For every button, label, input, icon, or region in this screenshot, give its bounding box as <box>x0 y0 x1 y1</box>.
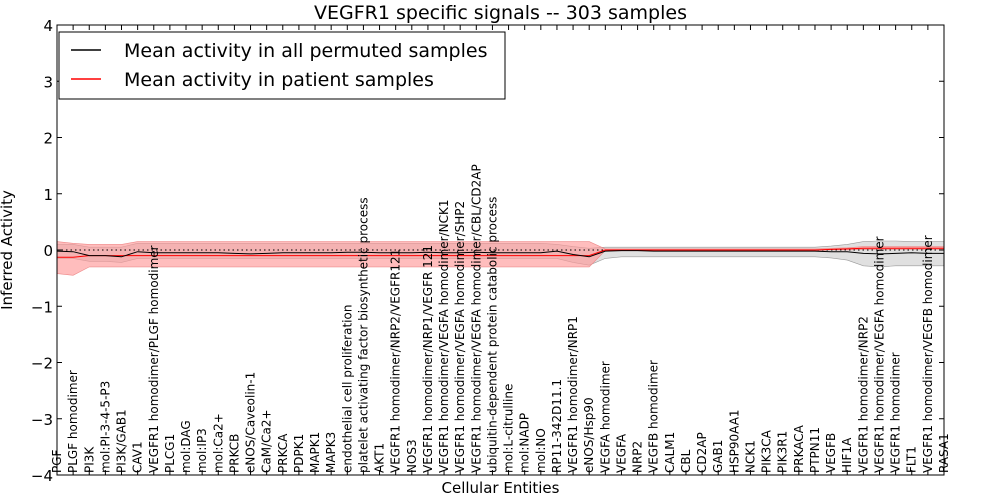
legend-label-patient: Mean activity in patient samples <box>124 69 434 91</box>
y-axis-ticks: 4 3 2 1 0 −1 −2 −3 −4 <box>31 17 944 485</box>
x-tick-label: PI3K/GAB1 <box>115 409 129 473</box>
x-tick-label: VEGFR1 homodimer <box>889 352 903 473</box>
x-tick-label: RP11-342D11.1 <box>550 379 564 473</box>
x-tick-label: mol:NADP <box>518 413 532 473</box>
x-tick-label: CD2AP <box>695 432 709 473</box>
x-tick-label: VEGFR1 homodimer/VEGFA homodimer/SHP2 <box>453 201 467 473</box>
y-tick-label: 2 <box>43 130 53 148</box>
x-tick-label: CaM/Ca2+ <box>260 409 274 473</box>
x-tick-label: VEGFB <box>824 433 838 473</box>
x-tick-label: PLCG1 <box>163 434 177 473</box>
y-tick-label: 1 <box>43 186 53 204</box>
series-lines <box>56 247 944 258</box>
x-tick-label: PTPN11 <box>808 427 822 473</box>
x-tick-label: VEGFA homodimer <box>598 361 612 473</box>
x-tick-label: mol:NO <box>534 428 548 473</box>
x-tick-label: VEGFR1 homodimer/NRP1 <box>566 316 580 473</box>
x-tick-labels: PGF PLGF homodimer PI3K mol:PI-3-4-5-P3 PI3K… <box>50 164 951 473</box>
x-tick-label: NRP2 <box>631 441 645 473</box>
x-tick-label: eNOS/Caveolin-1 <box>244 372 258 473</box>
line-permuted <box>56 250 944 258</box>
y-tick-label: 3 <box>43 73 53 91</box>
x-tick-label: VEGFB homodimer <box>647 360 661 473</box>
x-axis-label: Cellular Entities <box>442 479 560 497</box>
x-tick-label: MAPK1 <box>308 432 322 473</box>
x-tick-label: mol:L-citrulline <box>502 384 516 473</box>
x-tick-label: mol:IP3 <box>195 428 209 473</box>
x-tick-label: PRKCB <box>227 434 241 473</box>
chart-title: VEGFR1 specific signals -- 303 samples <box>314 2 687 24</box>
x-tick-label: PLGF homodimer <box>66 370 80 473</box>
x-tick-label: VEGFR1 homodimer/VEGFA homodimer/NCK1 <box>437 199 451 473</box>
x-tick-label: PIK3R1 <box>776 431 790 473</box>
x-tick-label: PGF <box>50 449 64 473</box>
y-tick-label: 0 <box>43 242 53 260</box>
x-tick-label: eNOS/Hsp90 <box>582 397 596 473</box>
x-tick-label: CAV1 <box>131 441 145 473</box>
x-axis-ticks <box>56 25 945 475</box>
x-tick-label: NOS3 <box>405 439 419 473</box>
line-patient <box>57 247 944 258</box>
x-tick-label: VEGFR1 homodimer/NRP2 <box>856 316 870 473</box>
x-tick-label: PRKACA <box>792 424 806 473</box>
x-tick-label: NCK1 <box>743 440 757 473</box>
legend-box <box>58 31 506 100</box>
x-tick-label: FLT1 <box>905 446 919 473</box>
x-tick-label: CALM1 <box>663 432 677 473</box>
legend-label-permuted: Mean activity in all permuted samples <box>124 40 487 62</box>
x-tick-label: AKT1 <box>373 443 387 473</box>
x-tick-label: PDPK1 <box>292 434 306 473</box>
y-tick-label: −2 <box>31 355 53 373</box>
x-tick-label: VEGFR1 homodimer/VEGFB homodimer <box>921 235 935 473</box>
x-tick-label: VEGFA <box>614 433 628 473</box>
x-tick-label: VEGFR1 homodimer/PLGF homodimer <box>147 245 161 473</box>
x-tick-label: mol:PI-3-4-5-P3 <box>98 381 112 473</box>
legend: Mean activity in all permuted samples Me… <box>58 31 506 100</box>
x-tick-label: HSP90AA1 <box>727 409 741 473</box>
x-tick-label: mol:DAG <box>179 420 193 473</box>
x-tick-label: GAB1 <box>711 440 725 473</box>
y-tick-label: 4 <box>43 17 53 35</box>
x-tick-label: endothelial cell proliferation <box>340 305 354 473</box>
x-tick-label: mol:Ca2+ <box>211 413 225 473</box>
x-tick-label: VEGFR1 homodimer/VEGFA homodimer <box>872 236 886 473</box>
x-tick-label: PIK3CA <box>760 429 774 473</box>
x-tick-label: platelet activating factor biosynthetic … <box>356 197 370 473</box>
y-axis-label: Inferred Activity <box>0 190 16 310</box>
y-tick-label: −1 <box>31 298 53 316</box>
x-tick-label: RASA1 <box>937 433 951 473</box>
x-tick-label: HIF1A <box>840 437 854 473</box>
x-tick-label: CBL <box>679 449 693 473</box>
confidence-bands <box>56 240 945 276</box>
x-tick-label: MAPK3 <box>324 432 338 473</box>
x-tick-label: PI3K <box>82 446 96 473</box>
y-tick-label: −4 <box>31 467 53 485</box>
band-patient <box>56 241 945 276</box>
x-tick-label: ubiquitin-dependent protein catabolic pr… <box>485 197 499 473</box>
x-tick-label: PRKCA <box>276 433 290 473</box>
x-tick-label: VEGFR1 homodimer/VEGFA homodimer/CBL/CD2… <box>469 164 483 473</box>
x-tick-label: VEGFR1 homodimer/NRP2/VEGFR121 <box>389 249 403 473</box>
y-tick-label: −3 <box>31 411 53 429</box>
x-tick-label: VEGFR1 homodimer/NRP1/VEGFR 121 <box>421 245 435 473</box>
